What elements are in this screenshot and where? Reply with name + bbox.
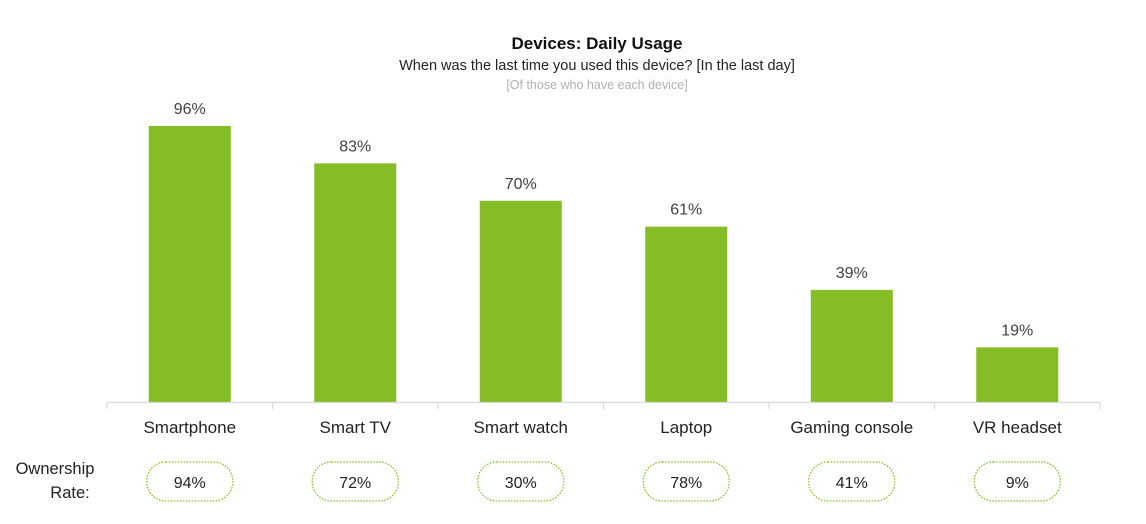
ownership-pill [146,461,234,502]
ownership-pill [973,461,1061,502]
ownership-pill [642,461,730,502]
chart-note: [Of those who have each device] [506,78,687,92]
bar [810,289,893,402]
ownership-label-line2: Rate: [50,484,89,502]
bar [314,163,397,402]
x-tick-label: Gaming console [790,418,913,437]
chart-subtitle: When was the last time you used this dev… [399,58,795,74]
data-label: 39% [836,265,868,282]
ownership-value: 41% [836,475,868,492]
ownership-pill [311,461,399,502]
data-label: 19% [1001,322,1033,339]
bars-group: 96% 83% 70% 61% 39% 19% [148,101,1059,402]
data-label: 70% [505,176,537,193]
data-label: 83% [339,138,371,155]
x-axis: Smartphone Smart TV Smart watch Laptop Gamin… [106,401,1101,437]
ownership-value: 94% [174,475,206,492]
data-label: 61% [670,202,702,219]
x-tick-label: Smart watch [474,418,568,437]
bar [479,200,562,402]
x-tick-label: VR headset [973,418,1062,437]
ownership-value: 9% [1006,475,1029,492]
data-label: 96% [174,101,206,118]
chart-title: Devices: Daily Usage [511,34,682,53]
ownership-row: 94% 72% 30% 78% 41% 9% [146,461,1061,502]
bar [976,347,1059,402]
x-tick-label: Smart TV [320,418,392,437]
bar [645,226,728,402]
x-tick-label: Laptop [660,418,712,437]
ownership-value: 30% [505,475,537,492]
ownership-pill [808,461,896,502]
ownership-value: 78% [670,475,702,492]
ownership-pill [477,461,565,502]
bar [148,126,231,402]
x-tick-label: Smartphone [143,418,236,437]
ownership-label-line1: Ownership [16,460,95,478]
ownership-value: 72% [339,475,371,492]
